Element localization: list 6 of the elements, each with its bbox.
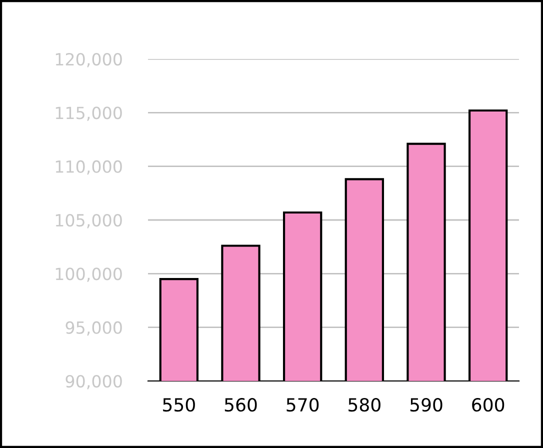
x-tick-label: 560: [224, 398, 257, 412]
x-tick-label: 570: [286, 398, 319, 412]
x-tick-label: 550: [163, 398, 195, 412]
x-tick-label: 580: [348, 398, 380, 412]
x-tick-label: 590: [410, 398, 442, 412]
x-tick-label: 600: [472, 398, 504, 412]
